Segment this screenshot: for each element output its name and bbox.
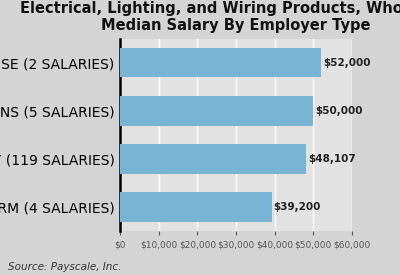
Text: $39,200: $39,200 (274, 202, 321, 212)
Bar (120, 144, 306, 174)
Text: $48,107: $48,107 (308, 154, 356, 164)
Bar (120, 96, 313, 126)
Text: $52,000: $52,000 (323, 57, 370, 68)
Text: Source: Payscale, Inc.: Source: Payscale, Inc. (8, 262, 121, 272)
Title: Electrical, Lighting, and Wiring Products, Wholesale
Median Salary By Employer T: Electrical, Lighting, and Wiring Product… (20, 1, 400, 33)
Bar (120, 192, 272, 222)
Bar (120, 48, 321, 78)
Text: $50,000: $50,000 (315, 106, 363, 116)
